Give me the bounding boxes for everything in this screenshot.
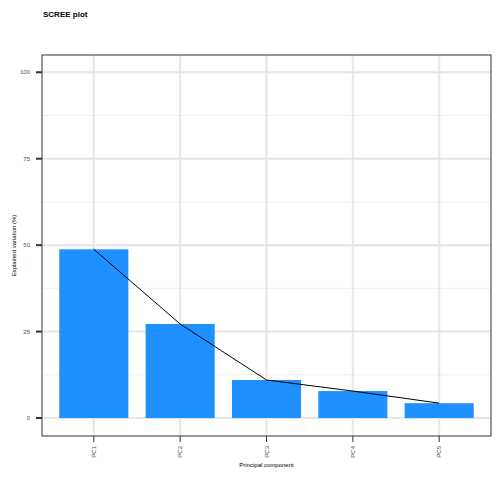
grid-line-x (352, 55, 354, 436)
bar (232, 380, 301, 418)
x-tick (180, 436, 181, 442)
bar (318, 391, 387, 418)
x-tick (352, 436, 353, 442)
bar (59, 249, 128, 418)
x-tick (439, 436, 440, 442)
x-tick (266, 436, 267, 442)
y-axis-label: Explained variation (%) (11, 215, 17, 277)
y-tick (36, 417, 42, 419)
y-tick-label: 75 (23, 156, 30, 162)
x-tick-label: PC1 (91, 445, 97, 457)
panel-border (42, 55, 491, 436)
bar (146, 324, 215, 418)
x-tick-label: PC5 (436, 445, 442, 457)
x-tick-label: PC4 (350, 445, 356, 457)
x-tick-label: PC2 (177, 445, 183, 457)
y-tick (36, 158, 42, 160)
chart-container: SCREE plot 0 25 50 75 100 PC1 PC2 PC3 PC4 PC5 Princ… (0, 0, 504, 504)
y-tick (36, 71, 42, 73)
y-tick-label: 50 (23, 242, 30, 248)
title: SCREE plot (43, 10, 88, 19)
y-tick (36, 331, 42, 333)
x-tick-label: PC3 (264, 445, 270, 457)
plot-marks (59, 249, 473, 418)
chart-svg: SCREE plot 0 25 50 75 100 PC1 PC2 PC3 PC4 PC5 Princ… (0, 0, 504, 504)
y-tick-label: 0 (27, 415, 31, 421)
grid-line-x (438, 55, 440, 436)
connecting-line (94, 249, 439, 403)
y-tick-label: 25 (23, 329, 30, 335)
x-tick (93, 436, 94, 442)
bar (405, 403, 474, 418)
y-tick-label: 100 (20, 69, 31, 75)
y-tick (36, 244, 42, 246)
grid-line-x (266, 55, 268, 436)
x-axis-label: Principal component (239, 462, 294, 468)
